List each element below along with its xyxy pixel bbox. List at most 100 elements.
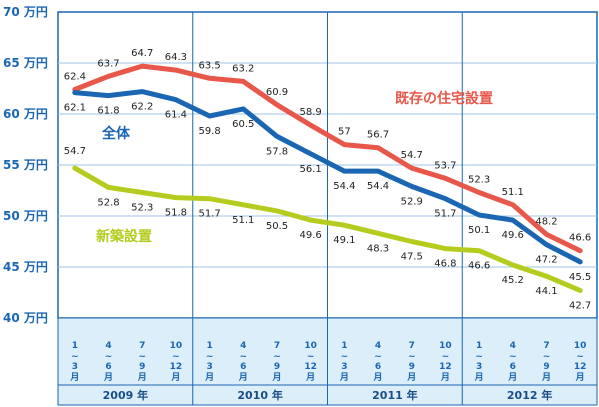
quarter-label: ~ <box>172 352 180 362</box>
quarter-label: 月 <box>507 372 517 383</box>
quarter-label: 6 <box>105 362 111 372</box>
data-label: 42.7 <box>569 300 591 311</box>
quarter-label: 月 <box>238 372 248 383</box>
quarter-label: ~ <box>543 352 551 362</box>
quarter-label: 12 <box>170 362 183 372</box>
quarter-label: ~ <box>341 352 349 362</box>
quarter-label: 6 <box>240 362 246 372</box>
data-label: 64.3 <box>165 52 187 63</box>
quarter-label: 月 <box>69 372 79 383</box>
data-label: 57 <box>338 127 351 138</box>
year-label: 2009 年 <box>103 388 148 402</box>
quarter-label: 4 <box>240 341 246 351</box>
quarter-label: ~ <box>442 352 450 362</box>
quarter-label: 月 <box>137 372 147 383</box>
quarter-label: 月 <box>575 372 585 383</box>
data-label: 62.4 <box>64 72 86 83</box>
data-label: 56.7 <box>367 130 389 141</box>
quarter-label: 1 <box>341 341 347 351</box>
data-label: 47.5 <box>401 252 423 263</box>
series-line <box>72 165 583 293</box>
quarter-label: 3 <box>341 362 347 372</box>
data-label: 53.7 <box>434 160 456 171</box>
quarter-label: ~ <box>475 352 483 362</box>
y-tick-label: 40 万円 <box>3 311 48 325</box>
data-label: 61.8 <box>97 106 119 117</box>
quarter-label: 4 <box>510 341 516 351</box>
series-name-label: 全体 <box>101 125 131 142</box>
quarter-label: 12 <box>304 362 317 372</box>
quarter-label: 月 <box>170 372 180 383</box>
data-label: 57.8 <box>266 146 288 157</box>
quarter-label: 1 <box>72 341 78 351</box>
quarter-label: 10 <box>304 341 317 351</box>
quarter-label: ~ <box>408 352 416 362</box>
data-label: 63.7 <box>97 58 119 69</box>
quarter-label: 4 <box>105 341 111 351</box>
quarter-label: 月 <box>474 372 484 383</box>
data-label: 51.7 <box>434 209 456 220</box>
quarter-label: ~ <box>105 352 113 362</box>
quarter-label: 月 <box>541 372 551 383</box>
data-label: 50.1 <box>468 225 490 236</box>
data-label: 63.5 <box>198 60 220 71</box>
quarter-label: 1 <box>476 341 482 351</box>
quarter-label: ~ <box>307 352 315 362</box>
quarter-label: ~ <box>576 352 584 362</box>
data-label: 51.7 <box>198 209 220 220</box>
quarter-label: 7 <box>274 341 280 351</box>
data-label: 54.4 <box>333 181 355 192</box>
quarter-label: 月 <box>440 372 450 383</box>
data-label: 58.9 <box>300 107 322 118</box>
quarter-label: 月 <box>271 372 281 383</box>
quarter-label: ~ <box>374 352 382 362</box>
year-label: 2010 年 <box>237 388 282 402</box>
data-label: 45.5 <box>569 272 591 283</box>
series-name-label: 新築設置 <box>96 228 152 245</box>
quarter-label: 9 <box>543 362 549 372</box>
data-label: 51.1 <box>502 187 524 198</box>
year-label: 2011 年 <box>372 388 417 402</box>
data-label: 63.2 <box>232 63 254 74</box>
data-label: 60.9 <box>266 87 288 98</box>
data-label: 64.7 <box>131 48 153 59</box>
y-tick-label: 50 万円 <box>3 209 48 223</box>
data-label: 46.6 <box>468 261 490 272</box>
data-label: 62.2 <box>131 102 153 113</box>
data-label: 54.7 <box>64 146 86 157</box>
data-label: 54.7 <box>401 150 423 161</box>
data-label: 45.2 <box>502 275 524 286</box>
quarter-label: 12 <box>574 362 587 372</box>
quarter-label: 1 <box>206 341 212 351</box>
quarter-label: 月 <box>339 372 349 383</box>
y-tick-label: 55 万円 <box>3 158 48 172</box>
data-label: 50.5 <box>266 221 288 232</box>
quarter-label: ~ <box>206 352 214 362</box>
quarter-label: 9 <box>139 362 145 372</box>
quarter-label: 9 <box>274 362 280 372</box>
quarter-label: 7 <box>543 341 549 351</box>
quarter-label: ~ <box>240 352 248 362</box>
quarter-label: 3 <box>72 362 78 372</box>
quarter-label: ~ <box>138 352 146 362</box>
y-tick-label: 60 万円 <box>3 107 48 121</box>
quarter-label: 10 <box>439 341 452 351</box>
quarter-label: ~ <box>273 352 281 362</box>
quarter-label: 7 <box>409 341 415 351</box>
quarter-label: 6 <box>375 362 381 372</box>
quarter-label: 10 <box>170 341 183 351</box>
y-tick-label: 45 万円 <box>3 260 48 274</box>
quarter-label: ~ <box>509 352 517 362</box>
data-label: 49.1 <box>333 235 355 246</box>
y-tick-label: 65 万円 <box>3 56 48 70</box>
y-tick-label: 70 万円 <box>3 5 48 19</box>
quarter-label: 月 <box>305 372 315 383</box>
series-name-label: 既存の住宅設置 <box>395 90 493 107</box>
data-label: 46.8 <box>434 259 456 270</box>
quarter-label: 月 <box>406 372 416 383</box>
quarter-label: 月 <box>103 372 113 383</box>
data-label: 54.4 <box>367 181 389 192</box>
quarter-label: 3 <box>476 362 482 372</box>
